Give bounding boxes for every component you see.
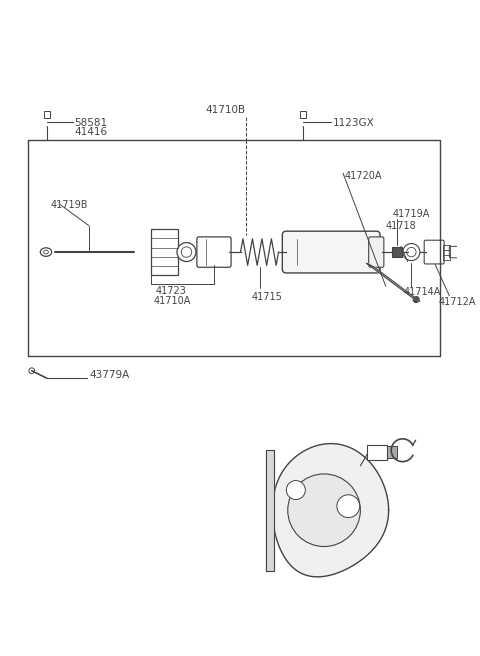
Text: 1123GX: 1123GX	[333, 118, 374, 129]
Circle shape	[403, 243, 420, 260]
Circle shape	[287, 481, 305, 499]
Text: 58581: 58581	[74, 118, 108, 129]
Text: 41719B: 41719B	[51, 200, 88, 210]
Circle shape	[288, 474, 360, 546]
FancyBboxPatch shape	[424, 240, 444, 264]
Circle shape	[413, 297, 419, 302]
Bar	[300, 111, 306, 118]
Text: 41719A: 41719A	[393, 209, 430, 219]
Text: 41714A: 41714A	[404, 287, 441, 297]
Circle shape	[177, 243, 196, 262]
Bar	[44, 111, 50, 118]
Ellipse shape	[44, 250, 48, 254]
Text: 41718: 41718	[386, 221, 417, 231]
FancyBboxPatch shape	[369, 237, 384, 267]
Text: 41720A: 41720A	[345, 171, 383, 182]
Text: 41710A: 41710A	[153, 296, 191, 306]
Circle shape	[407, 247, 416, 256]
Ellipse shape	[40, 248, 52, 256]
Bar	[393, 247, 402, 256]
Polygon shape	[273, 443, 389, 577]
Text: 41416: 41416	[74, 127, 108, 137]
Bar	[367, 445, 387, 460]
FancyBboxPatch shape	[449, 247, 459, 258]
Circle shape	[337, 495, 360, 518]
Text: 43779A: 43779A	[90, 369, 130, 380]
Circle shape	[29, 368, 35, 373]
Text: 41723: 41723	[155, 286, 186, 297]
Bar	[387, 447, 397, 458]
Circle shape	[181, 247, 192, 257]
Bar	[151, 230, 178, 275]
Text: 41710B: 41710B	[205, 105, 246, 115]
Polygon shape	[266, 450, 274, 571]
FancyBboxPatch shape	[197, 237, 231, 267]
FancyBboxPatch shape	[282, 231, 380, 273]
Text: 41715: 41715	[252, 292, 283, 302]
Polygon shape	[367, 264, 420, 301]
Text: 41712A: 41712A	[439, 297, 477, 307]
